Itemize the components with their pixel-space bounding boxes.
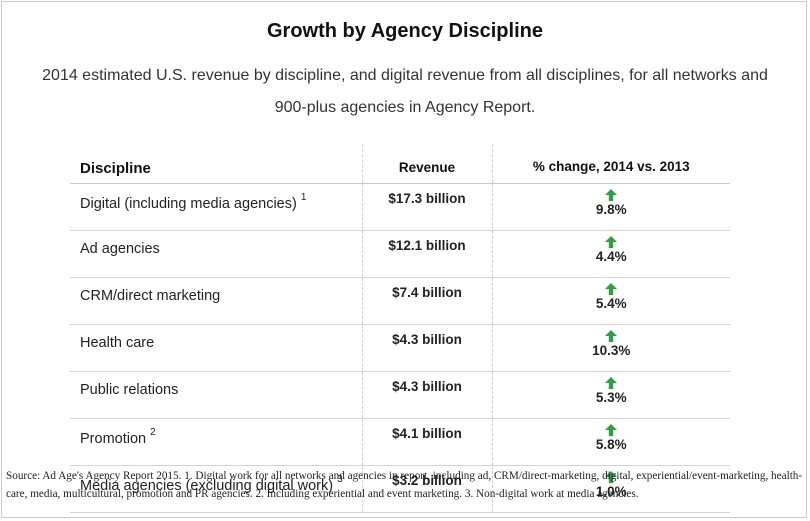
- up-arrow-icon: [605, 471, 618, 483]
- change-cell: 9.8%: [491, 183, 730, 231]
- discipline-cell: Promotion 2: [70, 418, 362, 466]
- up-arrow-icon: [605, 236, 618, 248]
- revenue-cell: $4.1 billion: [361, 418, 492, 466]
- up-arrow-icon: [605, 424, 618, 436]
- table-row: Promotion 2 $4.1 billion 5.8%: [70, 418, 730, 466]
- up-arrow-icon: [605, 283, 618, 295]
- discipline-cell: Ad agencies: [70, 230, 362, 278]
- discipline-label: Digital (including media agencies): [80, 195, 297, 212]
- discipline-label: Public relations: [80, 382, 179, 398]
- table-row: Health care $4.3 billion 10.3%: [70, 324, 730, 372]
- revenue-cell: $3.2 billion: [361, 465, 492, 513]
- change-cell: 5.3%: [491, 371, 730, 419]
- discipline-cell: Digital (including media agencies) 1: [70, 183, 362, 231]
- revenue-cell: $7.4 billion: [361, 277, 492, 325]
- change-cell: 4.4%: [491, 230, 730, 278]
- table-header-row: Discipline Revenue % change, 2014 vs. 20…: [70, 144, 730, 184]
- change-value: 1.0%: [595, 484, 627, 499]
- discipline-label: Ad agencies: [80, 241, 160, 257]
- discipline-label: Promotion: [80, 430, 147, 447]
- table-row: Media agencies (excluding digital work) …: [70, 465, 730, 513]
- up-arrow-icon: [605, 330, 618, 342]
- change-cell: 1.0%: [491, 465, 730, 513]
- page-subtitle: 2014 estimated U.S. revenue by disciplin…: [42, 67, 768, 116]
- source-footnote: Source: Ad Age's Agency Report 2015. 1. …: [6, 470, 803, 500]
- table-row: Ad agencies $12.1 billion 4.4%: [70, 230, 730, 278]
- discipline-cell: Public relations: [70, 371, 362, 419]
- page-title: Growth by Agency Discipline: [267, 20, 543, 42]
- revenue-cell: $17.3 billion: [361, 183, 492, 231]
- discipline-cell: Media agencies (excluding digital work) …: [70, 465, 362, 513]
- change-value: 9.8%: [595, 202, 627, 217]
- footnote-marker: 1: [300, 192, 307, 203]
- table-row: Public relations $4.3 billion 5.3%: [70, 371, 730, 419]
- discipline-label: Media agencies (excluding digital work): [80, 477, 334, 494]
- footnote-marker: 2: [150, 427, 156, 438]
- up-arrow-icon: [605, 377, 618, 389]
- discipline-label: CRM/direct marketing: [80, 288, 221, 304]
- table-row: Digital (including media agencies) 1 $17.…: [70, 183, 730, 231]
- change-value: 4.4%: [595, 249, 627, 264]
- change-value: 10.3%: [592, 343, 631, 358]
- table-row: CRM/direct marketing $7.4 billion 5.4%: [70, 277, 730, 325]
- change-value: 5.8%: [595, 437, 627, 452]
- revenue-table: Discipline Revenue % change, 2014 vs. 20…: [70, 144, 730, 513]
- revenue-cell: $4.3 billion: [361, 324, 492, 372]
- discipline-label: Health care: [80, 335, 155, 351]
- change-cell: 5.8%: [491, 418, 730, 466]
- header-discipline: Discipline: [70, 144, 362, 184]
- discipline-cell: Health care: [70, 324, 362, 372]
- up-arrow-icon: [605, 189, 618, 201]
- change-value: 5.4%: [595, 296, 627, 311]
- header-change: % change, 2014 vs. 2013: [491, 144, 730, 184]
- change-value: 5.3%: [595, 390, 627, 405]
- discipline-cell: CRM/direct marketing: [70, 277, 362, 325]
- footnote-marker: 3: [337, 474, 343, 485]
- header-revenue: Revenue: [361, 144, 492, 184]
- change-cell: 10.3%: [491, 324, 730, 372]
- revenue-cell: $4.3 billion: [361, 371, 492, 419]
- change-cell: 5.4%: [491, 277, 730, 325]
- revenue-cell: $12.1 billion: [361, 230, 492, 278]
